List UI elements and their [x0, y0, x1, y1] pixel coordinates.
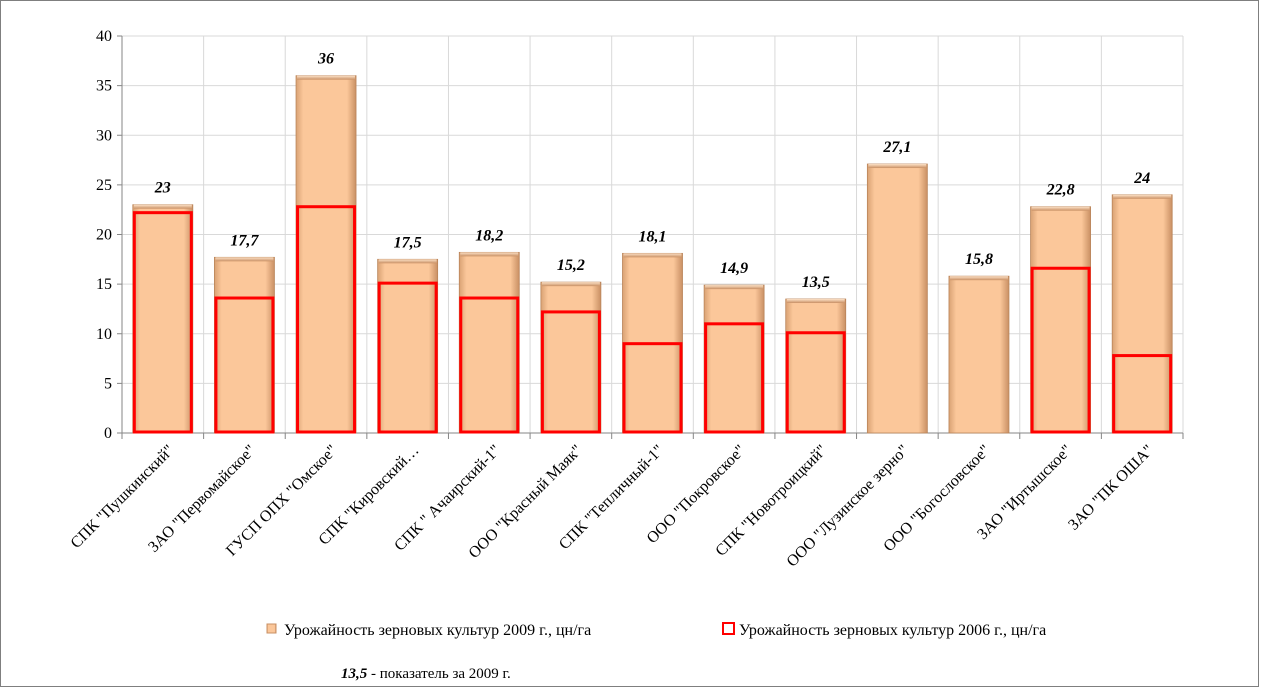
bar-2009-bevel	[133, 204, 192, 209]
data-label-2009: 18,2	[475, 227, 503, 244]
bar-2009	[948, 275, 1010, 434]
bar-2009-bevel	[460, 252, 519, 257]
bar-2009-bevel	[297, 75, 356, 80]
bar-2009-bevel	[541, 282, 600, 287]
y-tick-label: 0	[104, 425, 112, 442]
y-tick-label: 35	[96, 78, 112, 95]
data-labels: 23 17,7 36 17,5 18,2 15,2 18,1 14,9 13,5 27,1 15,8…	[154, 51, 1150, 291]
bar-2009	[540, 281, 602, 434]
y-tick-label: 5	[104, 375, 112, 392]
data-label-2009: 27,1	[882, 139, 911, 156]
bar-2009-bevel	[215, 257, 274, 262]
footnote: 13,5 - показатель за 2009 г.	[341, 666, 511, 682]
bar-2009	[866, 163, 928, 434]
legend-label-2006: Урожайность зерновых культур 2006 г., цн…	[739, 622, 1046, 639]
bar-2009-bevel	[1113, 194, 1172, 199]
bar-2006	[459, 296, 520, 434]
bar-2009-bevel	[623, 253, 682, 258]
y-tick-label: 25	[96, 177, 112, 194]
bar-2006	[132, 211, 193, 434]
bar-2009	[703, 284, 765, 434]
bar-2009	[458, 251, 520, 434]
bar-2009	[295, 75, 357, 434]
category-labels: СПК "Пушкинский"ЗАО "Первомайское"ГУСП О…	[68, 442, 1158, 571]
footnote-description: - показатель за 2009 г.	[367, 666, 511, 682]
bar-2009-bevel	[868, 164, 927, 169]
legend-swatch-2009	[266, 623, 277, 634]
bar-2009-bevel	[786, 299, 845, 304]
bar-2006	[704, 322, 765, 434]
data-label-2009: 18,1	[639, 228, 667, 245]
legend-label-2009: Урожайность зерновых культур 2009 г., цн…	[284, 622, 591, 639]
data-label-2009: 23	[154, 180, 171, 197]
bar-2006	[1030, 266, 1091, 434]
bar-2006	[622, 342, 683, 434]
bar-2009	[132, 204, 194, 434]
bar-2009	[785, 298, 847, 434]
bar-2006	[296, 205, 357, 434]
bar-2006	[1112, 354, 1173, 434]
y-tick-label: 40	[96, 28, 112, 45]
category-label: ЗАО "ПК ОША"	[1065, 442, 1157, 534]
bar-2006	[785, 331, 846, 434]
bar-2009-bevel	[705, 285, 764, 290]
y-tick-label: 15	[96, 276, 112, 293]
data-label-2009: 15,8	[965, 251, 993, 268]
y-tick-label: 10	[96, 326, 112, 343]
y-tick-label: 20	[96, 227, 112, 244]
footnote-value: 13,5	[341, 666, 368, 682]
legend-swatch-2006	[722, 622, 735, 635]
bar-2009-bevel	[378, 259, 437, 264]
footnote-text: 13,5 - показатель за 2009 г.	[341, 666, 511, 682]
bar-2009	[377, 258, 439, 434]
bar-2009	[1030, 206, 1091, 434]
bar-2006	[214, 296, 275, 434]
bar-2009-bevel	[1031, 206, 1090, 211]
bar-2006	[540, 310, 601, 434]
data-label-2009: 15,2	[557, 257, 585, 274]
data-label-2009: 24	[1133, 170, 1150, 187]
bars	[132, 75, 1173, 434]
y-tick-label: 30	[96, 127, 112, 144]
data-label-2009: 17,7	[230, 232, 259, 249]
bar-2006	[377, 281, 438, 434]
bar-2009-bevel	[949, 276, 1008, 281]
bar-2009	[1111, 194, 1173, 434]
legend: Урожайность зерновых культур 2009 г., цн…	[266, 622, 1046, 639]
data-label-2009: 17,5	[394, 234, 422, 251]
data-label-2009: 14,9	[720, 260, 748, 277]
data-label-2009: 22,8	[1046, 182, 1075, 199]
data-label-2009: 13,5	[802, 274, 830, 291]
data-label-2009: 36	[317, 51, 334, 68]
bar-2009	[214, 256, 275, 434]
